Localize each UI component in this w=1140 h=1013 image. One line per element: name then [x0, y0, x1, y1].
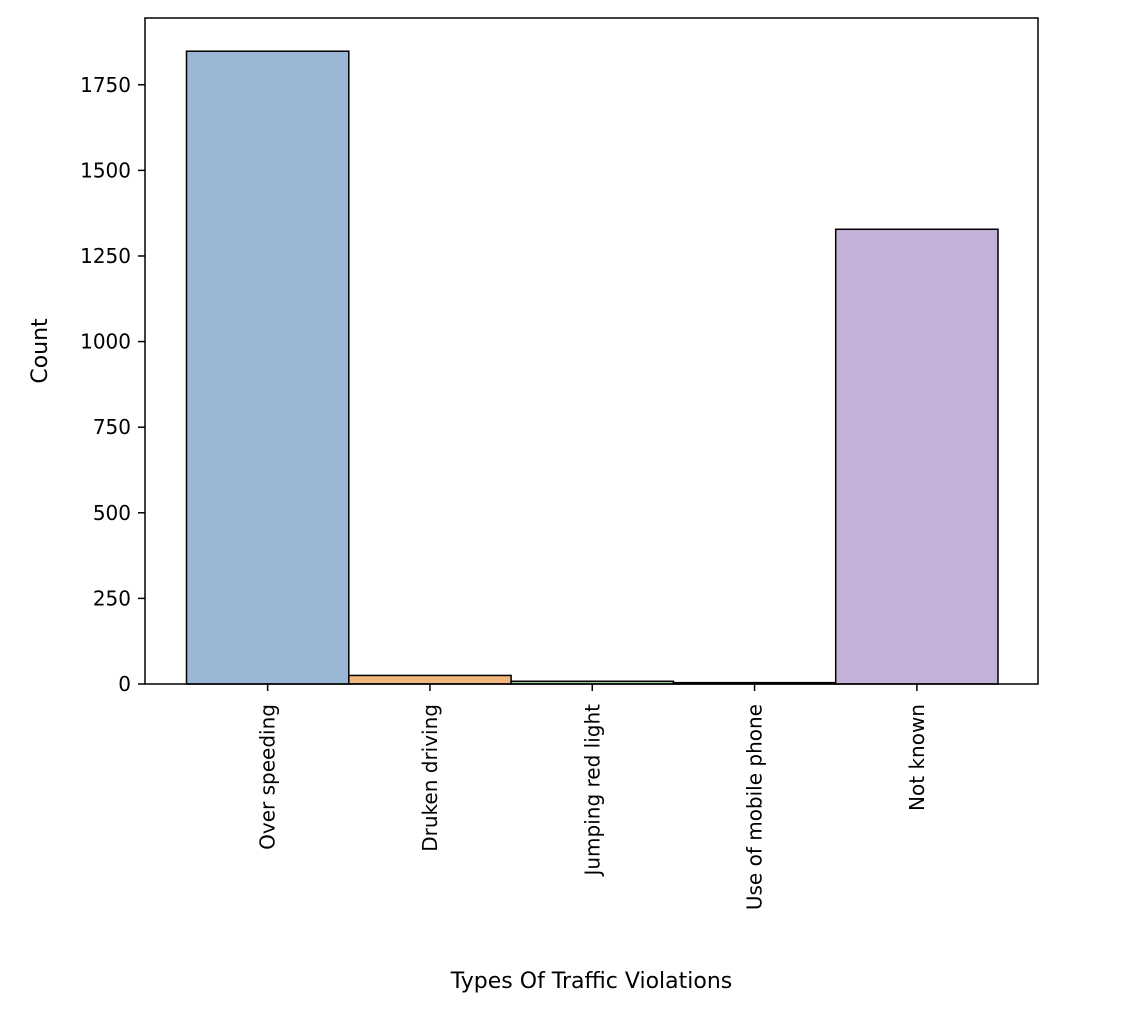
x-tick-label: Over speeding: [256, 704, 280, 850]
x-axis: Over speeding Druken driving Jumping red l…: [256, 684, 929, 910]
y-tick-label: 1500: [80, 158, 131, 182]
y-tick-label: 0: [118, 672, 131, 696]
x-tick-label: Druken driving: [418, 704, 442, 852]
bar-over-speeding: [185, 50, 350, 685]
y-tick-label: 1250: [80, 244, 131, 268]
y-tick-label: 500: [93, 501, 131, 525]
x-axis-label: Types Of Traffic Violations: [450, 969, 732, 994]
x-tick-label: Use of mobile phone: [743, 704, 767, 910]
bar-druken-driving: [348, 674, 512, 685]
y-tick-label: 1750: [80, 73, 131, 97]
x-tick-label: Jumping red light: [580, 704, 604, 878]
y-axis-label: Count: [28, 318, 53, 384]
y-tick-label: 750: [93, 415, 131, 439]
y-axis: 0 250 500 750 1000 1250 1500 1750: [80, 73, 145, 696]
bar-not-known: [834, 228, 999, 685]
y-tick-label: 250: [93, 586, 131, 610]
bars-group: [185, 50, 999, 685]
x-tick-label: Not known: [905, 704, 929, 811]
y-tick-label: 1000: [80, 330, 131, 354]
